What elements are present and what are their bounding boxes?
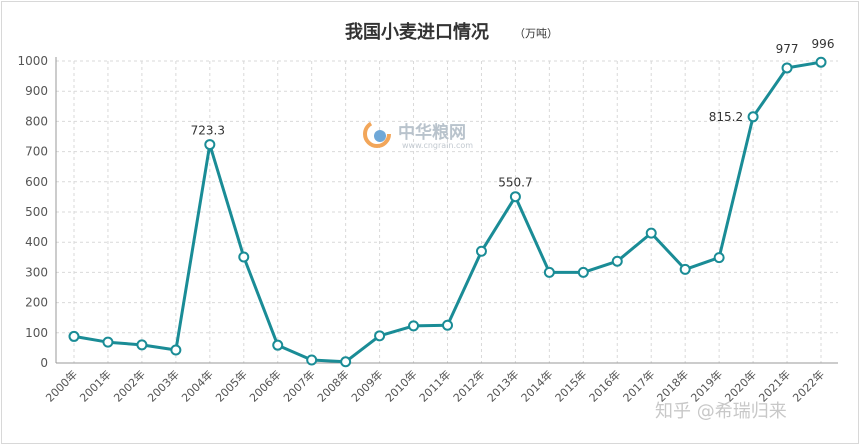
watermark-brand: 中华粮网 bbox=[398, 122, 466, 143]
data-label: 996 bbox=[812, 37, 835, 51]
data-point bbox=[136, 339, 148, 351]
x-tick-label: 2016年 bbox=[586, 367, 623, 404]
data-point bbox=[611, 255, 623, 267]
x-tick-label: 2004年 bbox=[178, 367, 215, 404]
y-tick-label: 600 bbox=[25, 175, 48, 189]
y-tick-label: 100 bbox=[25, 326, 48, 340]
chart-title: 我国小麦进口情况 bbox=[345, 21, 489, 43]
x-tick-label: 2005年 bbox=[212, 367, 249, 404]
data-label: 550.7 bbox=[498, 176, 532, 190]
x-tick-label: 2003年 bbox=[145, 367, 182, 404]
data-point bbox=[204, 139, 216, 151]
data-point bbox=[68, 330, 80, 342]
watermark-logo-inner-icon bbox=[374, 130, 386, 142]
data-point bbox=[374, 330, 386, 342]
data-point bbox=[442, 319, 453, 331]
data-point bbox=[543, 266, 555, 278]
x-tick-label: 2022年 bbox=[790, 367, 827, 404]
data-point bbox=[475, 245, 487, 257]
data-point bbox=[781, 62, 793, 74]
x-tick-label: 2017年 bbox=[620, 367, 657, 404]
x-tick-label: 2013年 bbox=[484, 367, 521, 404]
data-point bbox=[645, 227, 657, 239]
data-point bbox=[272, 339, 284, 351]
y-tick-label: 300 bbox=[25, 265, 48, 279]
watermark-logo-icon bbox=[363, 120, 391, 148]
data-point bbox=[747, 111, 759, 123]
x-tick-label: 2018年 bbox=[654, 367, 691, 404]
y-tick-label: 200 bbox=[25, 296, 48, 310]
data-point bbox=[679, 263, 691, 275]
grid-lines bbox=[56, 60, 838, 364]
data-point bbox=[509, 191, 521, 203]
data-label: 977 bbox=[776, 42, 799, 56]
data-label: 815.2 bbox=[709, 110, 743, 124]
y-tick-label: 400 bbox=[25, 235, 48, 249]
x-tick-label: 2007年 bbox=[280, 367, 317, 404]
x-tick-label: 2015年 bbox=[552, 367, 589, 404]
watermark: 中华粮网 www.cngrain.com bbox=[363, 120, 473, 150]
data-labels: 723.3 550.7 815.2 977 996 bbox=[191, 37, 835, 189]
data-point bbox=[577, 266, 589, 278]
x-tick-label: 2011年 bbox=[416, 367, 453, 404]
x-tick-label: 2020年 bbox=[722, 367, 759, 404]
credit-text: 知乎 @希瑞归来 bbox=[655, 401, 787, 422]
x-tick-label: 2021年 bbox=[756, 367, 793, 404]
y-tick-label: 800 bbox=[25, 114, 48, 128]
x-tick-label: 2001年 bbox=[77, 367, 114, 404]
data-point bbox=[815, 56, 827, 68]
data-point bbox=[713, 252, 725, 264]
y-tick-label: 900 bbox=[25, 84, 48, 98]
chart-unit: （万吨） bbox=[514, 27, 558, 40]
watermark-url: www.cngrain.com bbox=[402, 141, 473, 150]
data-label: 723.3 bbox=[191, 124, 225, 138]
x-tick-label: 2000年 bbox=[43, 367, 80, 404]
series-points bbox=[68, 56, 827, 368]
x-tick-label: 2002年 bbox=[111, 367, 148, 404]
data-point bbox=[238, 251, 250, 263]
data-point bbox=[102, 336, 114, 348]
axes: 010020030040050060070080090010002000年200… bbox=[17, 54, 838, 405]
data-point bbox=[306, 354, 318, 366]
y-tick-label: 0 bbox=[40, 356, 48, 370]
x-tick-label: 2012年 bbox=[450, 367, 487, 404]
y-tick-label: 700 bbox=[25, 145, 48, 159]
data-point bbox=[340, 356, 352, 368]
data-point bbox=[408, 320, 420, 332]
x-tick-label: 2008年 bbox=[314, 367, 351, 404]
x-tick-label: 2006年 bbox=[246, 367, 283, 404]
data-point bbox=[170, 344, 182, 356]
y-tick-label: 500 bbox=[25, 205, 48, 219]
x-tick-label: 2009年 bbox=[348, 367, 385, 404]
y-tick-label: 1000 bbox=[17, 54, 48, 68]
x-tick-label: 2019年 bbox=[688, 367, 725, 404]
x-tick-label: 2010年 bbox=[382, 367, 419, 404]
x-tick-label: 2014年 bbox=[518, 367, 555, 404]
